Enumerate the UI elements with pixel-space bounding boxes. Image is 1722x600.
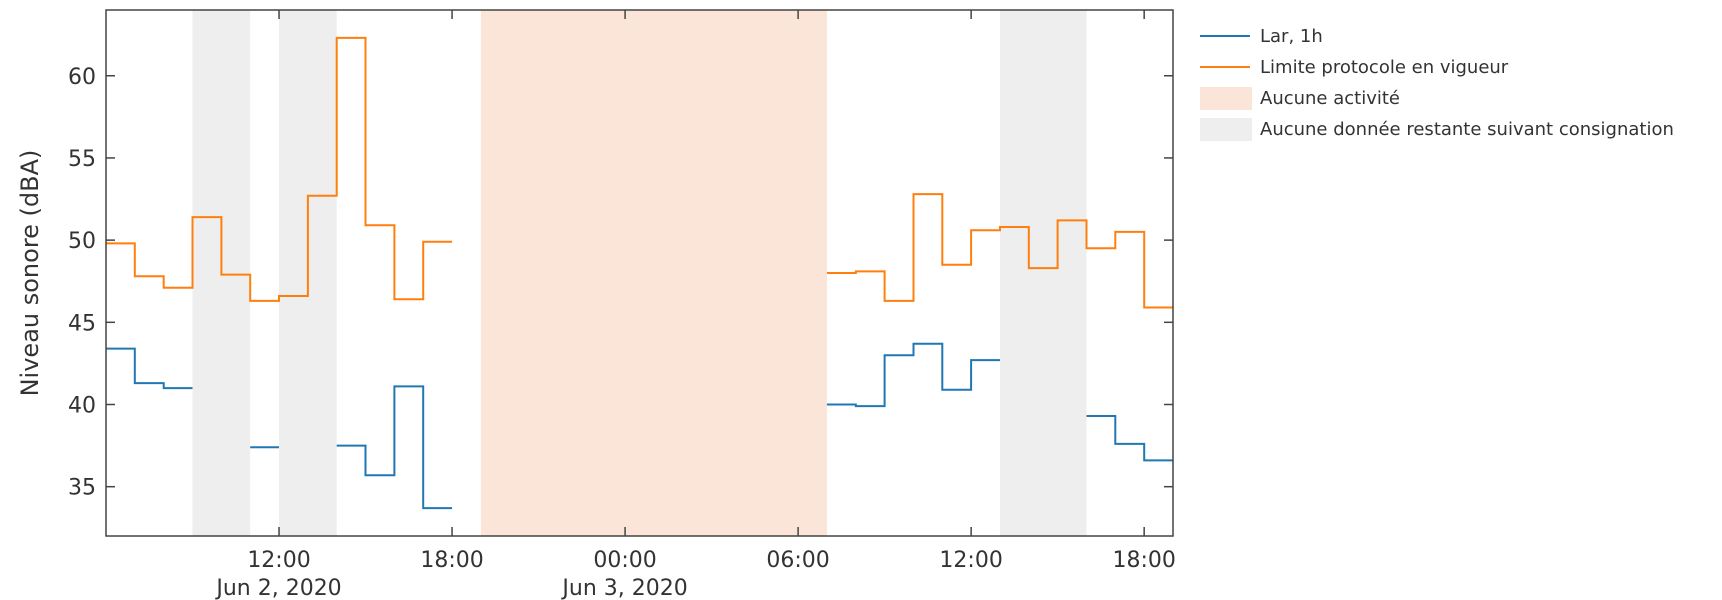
y-tick-label: 50 [68, 229, 96, 254]
y-tick-label: 60 [68, 65, 96, 90]
legend-label: Aucune donnée restante suivant consignat… [1260, 119, 1674, 140]
y-tick-label: 45 [68, 311, 96, 336]
y-axis-title: Niveau sonore (dBA) [16, 150, 44, 397]
legend-label: Lar, 1h [1260, 26, 1323, 47]
legend: Lar, 1h Limite protocole en vigueur Aucune… [1200, 26, 1674, 141]
shaded-bands [192, 10, 1087, 536]
series-line-2 [106, 36, 1173, 309]
legend-swatch-rect [1200, 118, 1252, 141]
y-tick-label: 55 [68, 147, 96, 172]
x-tick-sublabel: Jun 3, 2020 [560, 576, 687, 600]
x-axis: 12:00 Jun 2, 2020 18:00 00:00 Jun 3, 2020 06:… [214, 10, 1176, 600]
y-tick-label: 40 [68, 394, 96, 419]
series-lines [106, 36, 1173, 510]
x-tick-label: 12:00 [247, 548, 310, 573]
x-tick-sublabel: Jun 2, 2020 [214, 576, 341, 600]
x-tick-label: 06:00 [766, 548, 829, 573]
x-tick-label: 12:00 [939, 548, 1002, 573]
y-tick-label: 35 [68, 476, 96, 501]
legend-label: Limite protocole en vigueur [1260, 57, 1509, 78]
band-rect [999, 10, 1087, 536]
y-axis: 35 40 45 50 55 60 [68, 65, 1173, 501]
legend-label: Aucune activité [1260, 88, 1400, 109]
series-line-1 [106, 342, 1173, 510]
band-rect [480, 10, 827, 536]
x-tick-label: 18:00 [420, 548, 483, 573]
legend-swatch-rect [1200, 87, 1252, 110]
plot-frame [105, 9, 1174, 537]
x-tick-label: 00:00 [593, 548, 656, 573]
x-tick-label: 18:00 [1112, 548, 1175, 573]
